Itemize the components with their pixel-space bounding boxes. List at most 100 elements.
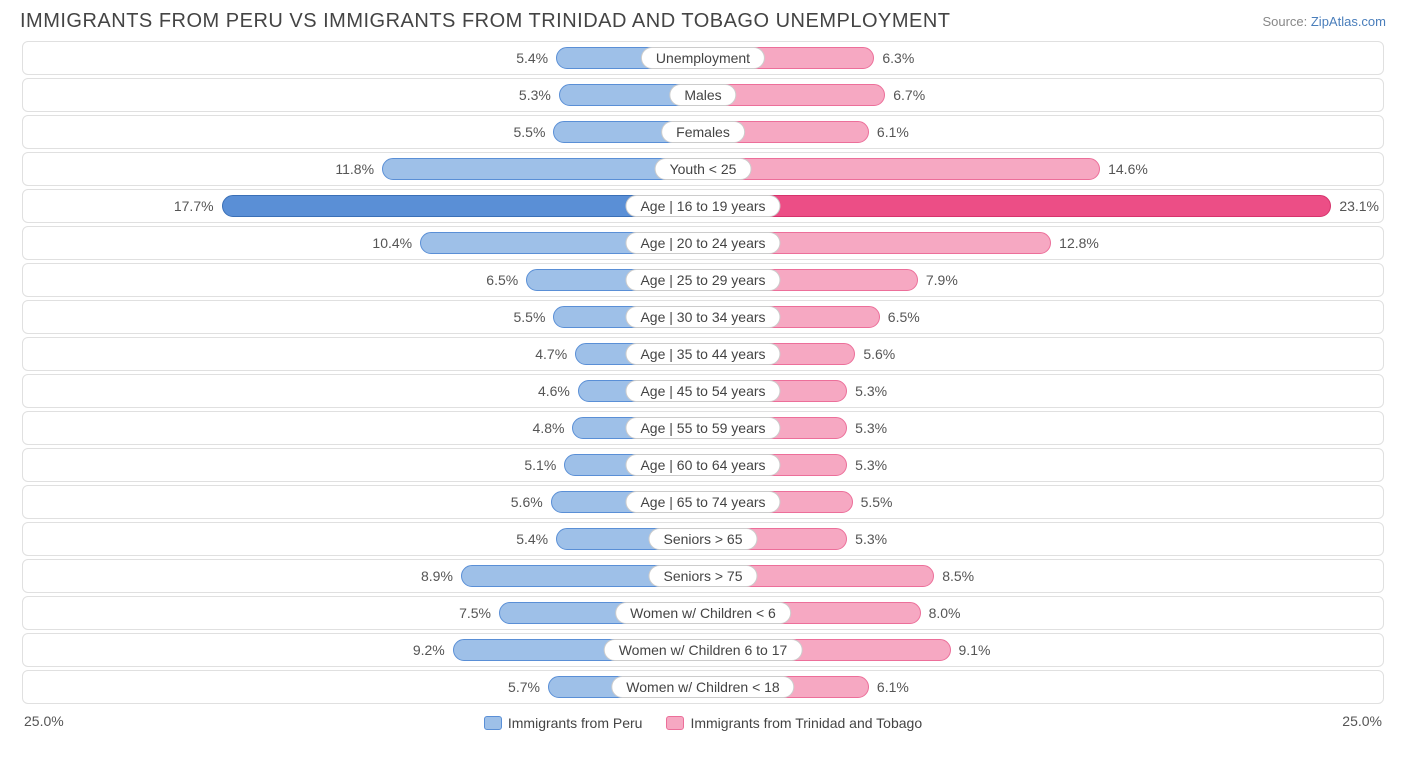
right-half: 12.8% xyxy=(703,227,1383,259)
chart-row: 9.2% 9.1% Women w/ Children 6 to 17 xyxy=(22,633,1384,667)
legend-item-left: Immigrants from Peru xyxy=(484,715,643,731)
bar-left-value: 5.6% xyxy=(511,494,543,510)
left-half: 8.9% xyxy=(23,560,703,592)
bar-left-value: 5.7% xyxy=(508,679,540,695)
chart-row: 4.6%5.3%Age | 45 to 54 years xyxy=(22,374,1384,408)
right-half: 14.6% xyxy=(703,153,1383,185)
bar-left-value: 4.7% xyxy=(535,346,567,362)
chart-row: 10.4%12.8%Age | 20 to 24 years xyxy=(22,226,1384,260)
bar-right xyxy=(703,158,1100,180)
category-label: Males xyxy=(669,84,736,106)
bar-left-value: 4.8% xyxy=(533,420,565,436)
category-label: Age | 60 to 64 years xyxy=(625,454,780,476)
right-half: 5.3% xyxy=(703,412,1383,444)
bar-right-value: 9.1% xyxy=(959,642,991,658)
bar-right-value: 6.1% xyxy=(877,124,909,140)
right-half: 6.1% xyxy=(703,671,1383,703)
bar-left-value: 6.5% xyxy=(486,272,518,288)
category-label: Women w/ Children 6 to 17 xyxy=(604,639,803,661)
left-half: 5.3% xyxy=(23,79,703,111)
chart-row: 5.5%6.1%Females xyxy=(22,115,1384,149)
category-label: Unemployment xyxy=(641,47,765,69)
left-half: 5.4% xyxy=(23,523,703,555)
category-label: Age | 30 to 34 years xyxy=(625,306,780,328)
chart-row: 11.8% 14.6% Youth < 25 xyxy=(22,152,1384,186)
chart-footer: 25.0% 25.0% Immigrants from Peru Immigra… xyxy=(22,707,1384,735)
chart-title: IMMIGRANTS FROM PERU VS IMMIGRANTS FROM … xyxy=(20,10,951,33)
left-half: 5.4% xyxy=(23,42,703,74)
category-label: Females xyxy=(661,121,745,143)
category-label: Age | 35 to 44 years xyxy=(625,343,780,365)
chart-row: 5.4% 5.3% Seniors > 65 xyxy=(22,522,1384,556)
chart-row: 5.7% 6.1% Women w/ Children < 18 xyxy=(22,670,1384,704)
category-label: Age | 16 to 19 years xyxy=(625,195,780,217)
right-half: 6.1% xyxy=(703,116,1383,148)
legend-label-left: Immigrants from Peru xyxy=(508,715,643,731)
chart-row: 8.9% 8.5% Seniors > 75 xyxy=(22,559,1384,593)
bar-right-value: 14.6% xyxy=(1108,161,1148,177)
legend-swatch-left xyxy=(484,716,502,730)
bar-left-value: 8.9% xyxy=(421,568,453,584)
right-half: 5.5% xyxy=(703,486,1383,518)
left-half: 6.5% xyxy=(23,264,703,296)
right-half: 6.7% xyxy=(703,79,1383,111)
chart-row: 6.5%7.9%Age | 25 to 29 years xyxy=(22,263,1384,297)
bar-right-value: 8.0% xyxy=(929,605,961,621)
bar-left-value: 11.8% xyxy=(335,161,374,177)
chart-row: 7.5% 8.0% Women w/ Children < 6 xyxy=(22,596,1384,630)
bar-right xyxy=(703,195,1331,217)
bar-right-value: 12.8% xyxy=(1059,235,1099,251)
bar-left-value: 5.5% xyxy=(513,309,545,325)
bar-right-value: 5.3% xyxy=(855,420,887,436)
chart-row: 4.7% 5.6% Age | 35 to 44 years xyxy=(22,337,1384,371)
right-half: 5.3% xyxy=(703,523,1383,555)
bar-right-value: 5.3% xyxy=(855,383,887,399)
category-label: Seniors > 65 xyxy=(649,528,758,550)
category-label: Youth < 25 xyxy=(655,158,752,180)
chart-row: 5.1%5.3%Age | 60 to 64 years xyxy=(22,448,1384,482)
bar-right-value: 6.5% xyxy=(888,309,920,325)
category-label: Age | 25 to 29 years xyxy=(625,269,780,291)
chart-rows: 5.4%6.3%Unemployment5.3%6.7%Males5.5%6.1… xyxy=(22,41,1384,704)
right-half: 8.5% xyxy=(703,560,1383,592)
right-half: 8.0% xyxy=(703,597,1383,629)
bar-right-value: 23.1% xyxy=(1339,198,1379,214)
left-half: 11.8% xyxy=(23,153,703,185)
chart-area: 5.4%6.3%Unemployment5.3%6.7%Males5.5%6.1… xyxy=(0,41,1406,735)
chart-row: 4.8% 5.3% Age | 55 to 59 years xyxy=(22,411,1384,445)
right-half: 6.5% xyxy=(703,301,1383,333)
category-label: Women w/ Children < 6 xyxy=(615,602,791,624)
right-half: 5.3% xyxy=(703,449,1383,481)
legend-label-right: Immigrants from Trinidad and Tobago xyxy=(690,715,922,731)
source-link[interactable]: ZipAtlas.com xyxy=(1311,14,1386,29)
bar-right-value: 6.1% xyxy=(877,679,909,695)
chart-row: 5.3% 6.7% Males xyxy=(22,78,1384,112)
bar-right-value: 8.5% xyxy=(942,568,974,584)
bar-right-value: 5.3% xyxy=(855,531,887,547)
chart-source: Source: ZipAtlas.com xyxy=(1262,14,1386,29)
bar-left-value: 7.5% xyxy=(459,605,491,621)
bar-left-value: 5.4% xyxy=(516,50,548,66)
left-half: 4.7% xyxy=(23,338,703,370)
bar-left-value: 5.4% xyxy=(516,531,548,547)
chart-row: 5.6%5.5%Age | 65 to 74 years xyxy=(22,485,1384,519)
category-label: Seniors > 75 xyxy=(649,565,758,587)
bar-left-value: 9.2% xyxy=(413,642,445,658)
bar-left-value: 5.3% xyxy=(519,87,551,103)
chart-legend: Immigrants from Peru Immigrants from Tri… xyxy=(22,709,1384,731)
right-half: 9.1% xyxy=(703,634,1383,666)
left-half: 4.8% xyxy=(23,412,703,444)
bar-right-value: 5.6% xyxy=(863,346,895,362)
legend-swatch-right xyxy=(666,716,684,730)
bar-right-value: 6.7% xyxy=(893,87,925,103)
left-half: 5.7% xyxy=(23,671,703,703)
category-label: Age | 45 to 54 years xyxy=(625,380,780,402)
left-half: 7.5% xyxy=(23,597,703,629)
category-label: Women w/ Children < 18 xyxy=(611,676,794,698)
left-half: 5.6% xyxy=(23,486,703,518)
right-half: 5.6% xyxy=(703,338,1383,370)
left-half: 5.1% xyxy=(23,449,703,481)
legend-item-right: Immigrants from Trinidad and Tobago xyxy=(666,715,922,731)
category-label: Age | 55 to 59 years xyxy=(625,417,780,439)
left-half: 17.7% xyxy=(23,190,703,222)
